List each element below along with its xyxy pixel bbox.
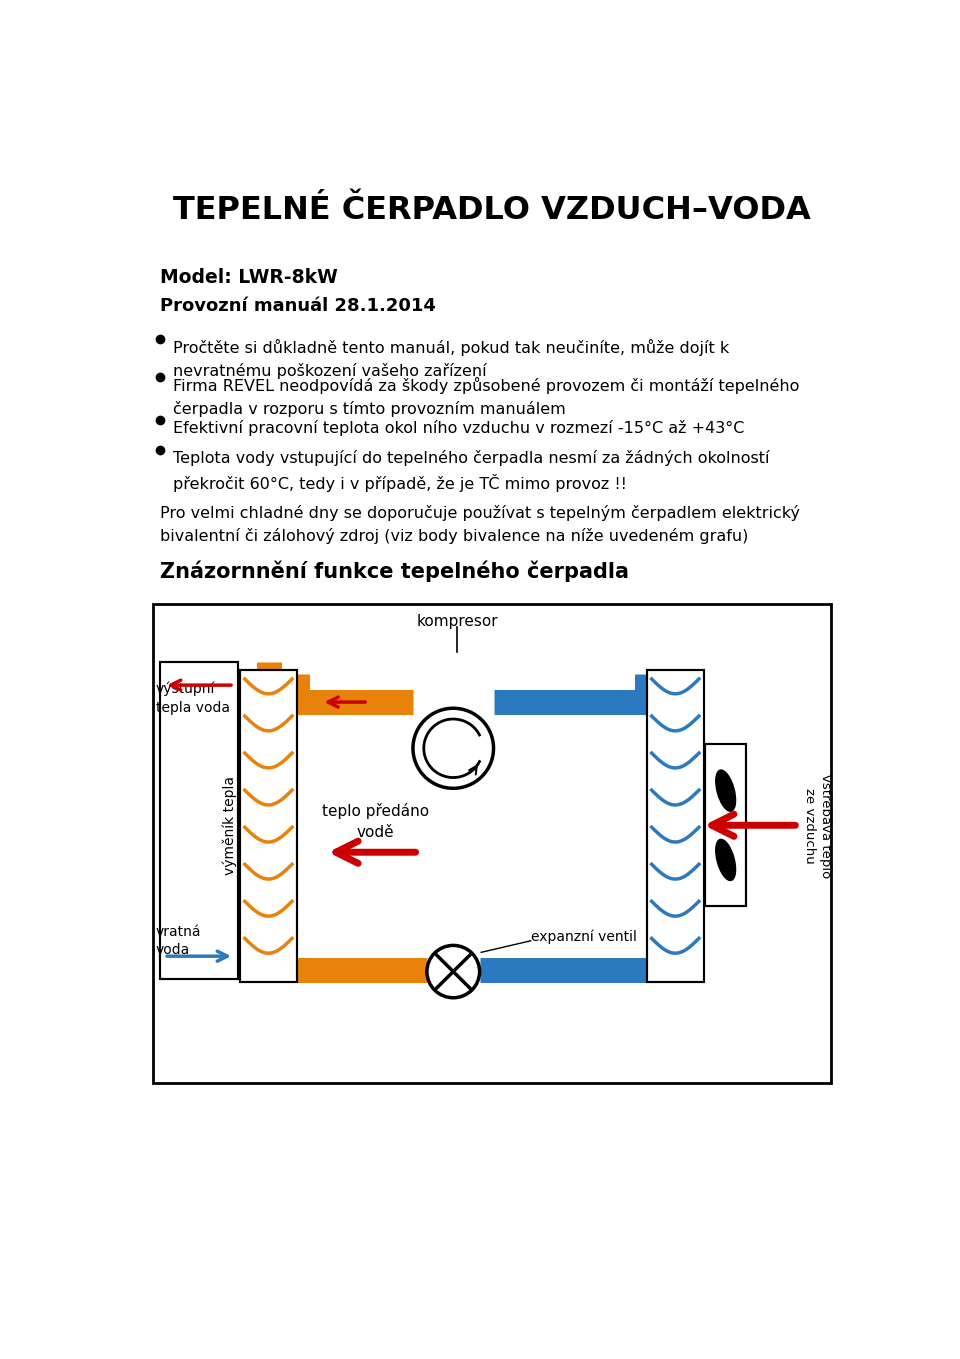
- Text: Pro velmi chladné dny se doporučuje používat s tepelným čerpadlem elektrický
biv: Pro velmi chladné dny se doporučuje použ…: [160, 506, 801, 544]
- Bar: [647, 670, 704, 981]
- Ellipse shape: [716, 771, 735, 811]
- Bar: [647, 670, 704, 981]
- Text: Pročtěte si důkladně tento manuál, pokud tak neučiníte, může dojít k
nevratnému : Pročtěte si důkladně tento manuál, pokud…: [173, 338, 729, 379]
- Text: kompresor: kompresor: [417, 614, 498, 629]
- Bar: [153, 605, 831, 1083]
- Text: TEPELNÉ ČERPADLO VZDUCH–VODA: TEPELNÉ ČERPADLO VZDUCH–VODA: [173, 196, 811, 227]
- Text: výměník tepla: výměník tepla: [222, 776, 236, 875]
- Bar: [240, 670, 297, 981]
- Ellipse shape: [716, 840, 735, 881]
- Bar: [706, 745, 746, 906]
- Text: expanzní ventil: expanzní ventil: [531, 930, 636, 945]
- Bar: [706, 745, 746, 906]
- Text: Model: LWR-8kW: Model: LWR-8kW: [160, 268, 338, 287]
- Circle shape: [413, 708, 493, 788]
- Text: Znázornnění funkce tepelného čerpadla: Znázornnění funkce tepelného čerpadla: [160, 560, 630, 582]
- Bar: [160, 662, 238, 980]
- Bar: [240, 670, 297, 981]
- Text: výstupní
tepla voda: výstupní tepla voda: [156, 682, 229, 715]
- Circle shape: [427, 946, 480, 998]
- Text: Provozní manuál 28.1.2014: Provozní manuál 28.1.2014: [160, 296, 436, 314]
- Text: vstřebává teplo
ze vzduchu: vstřebává teplo ze vzduchu: [803, 773, 832, 878]
- Text: Firma REVEL neodpovídá za škody způsobené provozem či montáží tepelného
čerpadla: Firma REVEL neodpovídá za škody způsoben…: [173, 378, 799, 417]
- Text: vratná
voda: vratná voda: [156, 924, 202, 957]
- Text: Teplota vody vstupující do tepelného čerpadla nesmí za žádných okolností
překroč: Teplota vody vstupující do tepelného čer…: [173, 450, 769, 492]
- Text: teplo předáno
vodě: teplo předáno vodě: [323, 803, 429, 840]
- Bar: [160, 662, 238, 980]
- Text: Efektivní pracovní teplota okol ního vzduchu v rozmezí -15°C až +43°C: Efektivní pracovní teplota okol ního vzd…: [173, 420, 744, 436]
